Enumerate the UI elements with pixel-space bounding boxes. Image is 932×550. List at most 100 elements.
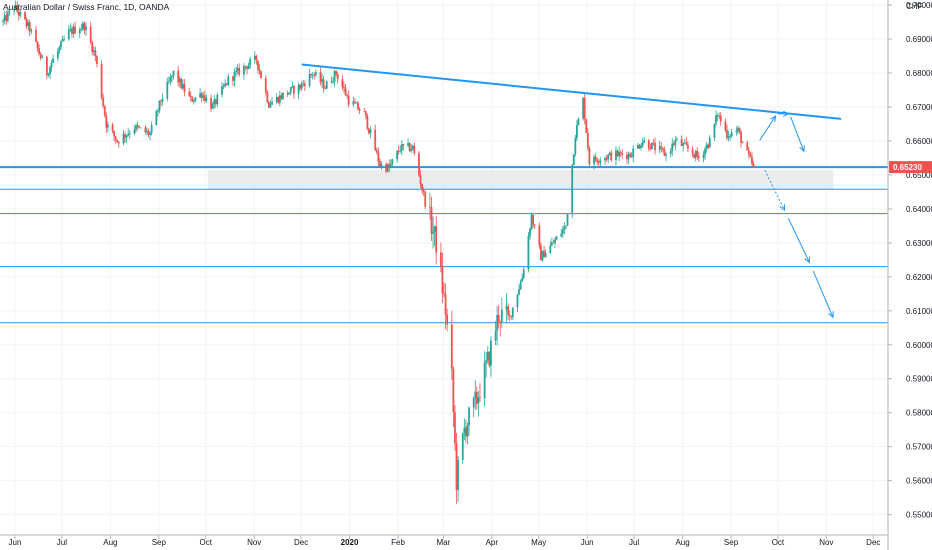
candle-body — [749, 154, 752, 157]
candle — [105, 112, 108, 134]
candle-body — [479, 397, 481, 399]
candle — [421, 183, 424, 195]
candle-body — [50, 63, 53, 68]
candle-body — [194, 97, 197, 101]
candle-body — [314, 72, 317, 75]
candle-body — [533, 224, 536, 226]
candle-body — [379, 161, 381, 167]
candle-body — [83, 23, 86, 31]
candle — [377, 147, 380, 167]
candle — [366, 113, 369, 131]
candle-body — [669, 151, 672, 154]
candle-body — [497, 314, 500, 322]
candle-body — [444, 294, 447, 315]
candle — [191, 96, 194, 103]
candle — [25, 17, 28, 30]
candle-body — [726, 129, 728, 139]
candle-body — [333, 71, 336, 82]
candle-body — [636, 144, 639, 149]
candle-body — [658, 146, 661, 151]
projection-arrow — [812, 270, 834, 319]
candle — [661, 147, 664, 153]
candle — [200, 91, 203, 103]
candle-body — [324, 88, 327, 90]
candle-body — [25, 19, 28, 27]
candle-body — [47, 74, 50, 76]
candle — [169, 73, 172, 86]
candle — [694, 149, 697, 162]
candle-body — [643, 140, 646, 143]
candle — [529, 227, 531, 240]
candle — [149, 131, 151, 141]
candle — [432, 216, 434, 249]
candle-body — [604, 158, 606, 161]
candle — [293, 84, 295, 100]
candle-body — [146, 130, 148, 133]
candle-body — [36, 41, 39, 49]
candle — [543, 245, 545, 258]
candle — [253, 51, 256, 64]
candle-body — [344, 88, 347, 96]
candle-body — [171, 75, 173, 78]
candle-body — [358, 109, 361, 111]
candle-body — [619, 151, 622, 154]
candle-body — [336, 74, 339, 80]
candle-body — [14, 5, 17, 10]
candle — [236, 64, 239, 75]
candle-body — [632, 148, 635, 158]
candle — [8, 9, 11, 16]
candle-body — [705, 144, 708, 149]
candle — [233, 68, 236, 87]
candle-body — [555, 236, 558, 240]
candle — [397, 145, 400, 155]
candle — [538, 222, 541, 249]
candle-body — [191, 97, 194, 102]
candle-body — [740, 132, 742, 143]
candle-body — [585, 119, 588, 133]
candle-body — [61, 39, 64, 42]
candle — [72, 23, 75, 38]
candle — [150, 121, 153, 136]
candle-body — [78, 29, 81, 34]
candle — [341, 74, 344, 91]
candle — [364, 110, 367, 120]
candle-body — [399, 150, 402, 152]
candle — [488, 350, 491, 368]
candle — [325, 79, 328, 89]
candle-body — [672, 143, 675, 145]
time-tick-label: Jul — [629, 538, 639, 547]
candle-body — [422, 190, 425, 193]
support-zone — [207, 169, 834, 190]
candle — [719, 111, 722, 126]
candle-body — [408, 143, 411, 151]
candle-body — [266, 91, 269, 103]
candle-body — [500, 309, 503, 322]
candle-body — [30, 29, 33, 32]
candle — [242, 63, 245, 80]
trendline-layer — [301, 63, 842, 120]
candle-body — [41, 56, 44, 59]
candle-body — [583, 97, 586, 120]
candle-body — [518, 289, 520, 295]
candle-body — [52, 58, 55, 64]
candle-body — [189, 95, 192, 98]
candle — [258, 64, 261, 76]
candle — [386, 162, 389, 173]
candle-body — [421, 184, 424, 191]
candle-body — [507, 306, 509, 315]
candle-body — [494, 331, 497, 341]
candle-body — [280, 95, 283, 99]
candle-body — [16, 5, 19, 12]
candle-body — [375, 150, 378, 152]
candle — [444, 283, 447, 330]
candle-body — [652, 142, 655, 144]
candle-body — [738, 128, 741, 133]
candle — [682, 142, 685, 152]
candle — [205, 94, 208, 103]
candle-body — [357, 102, 359, 110]
candle-body — [216, 94, 219, 105]
candle-body — [235, 70, 237, 72]
